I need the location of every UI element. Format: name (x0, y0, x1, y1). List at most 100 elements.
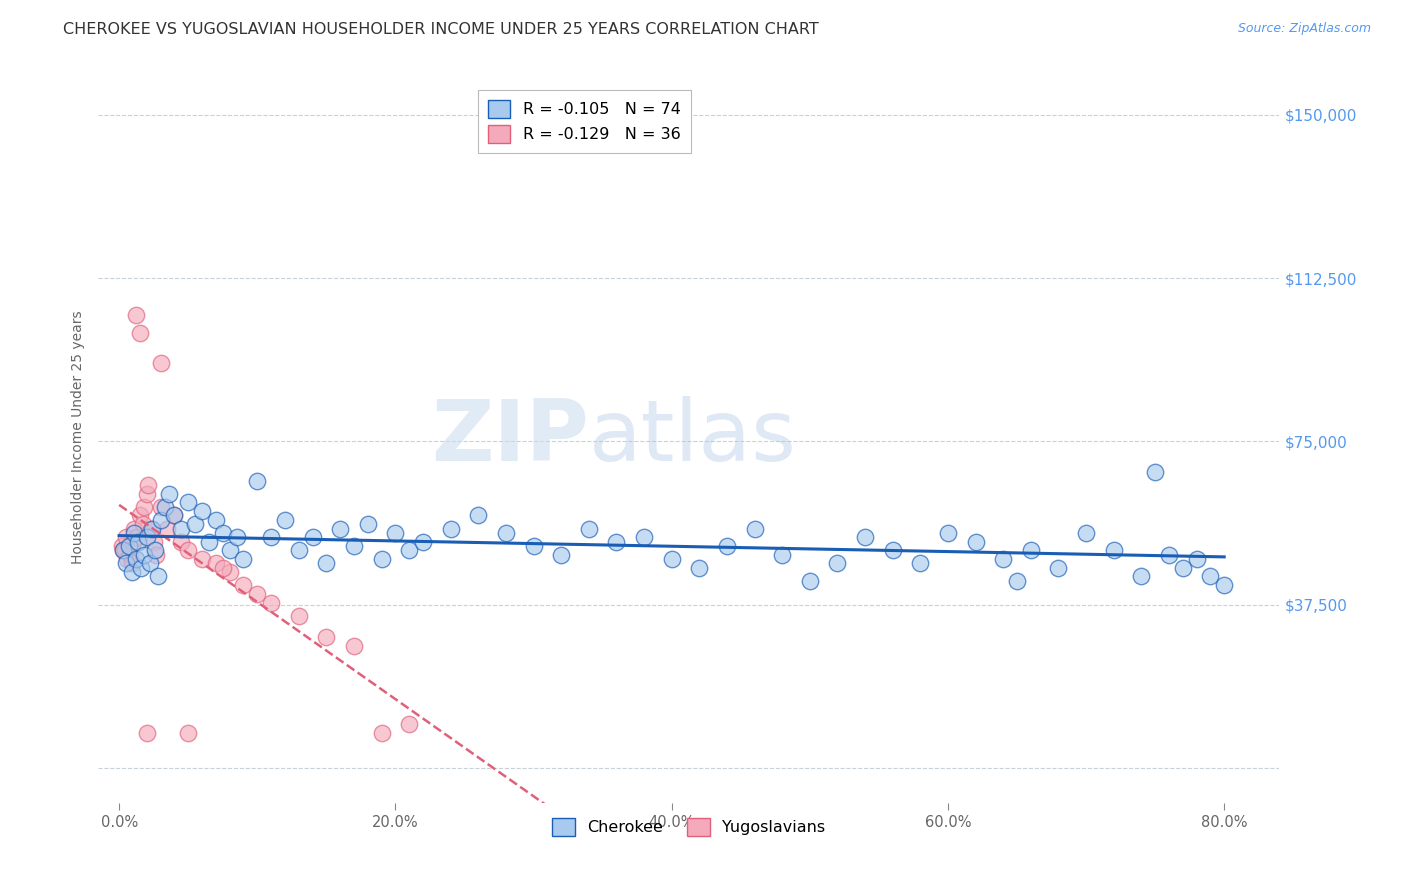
Point (398, 543, 420, 558)
Point (1171, 560, 1194, 574)
Point (131, 517, 153, 532)
Point (146, 569, 169, 583)
Point (177, 543, 200, 558)
Point (118, 539, 141, 553)
Point (142, 534, 165, 549)
Point (910, 557, 932, 571)
Point (1213, 578, 1236, 592)
Y-axis label: Householder Income Under 25 years: Householder Income Under 25 years (72, 310, 86, 564)
Legend: Cherokee, Yugoslavians: Cherokee, Yugoslavians (546, 811, 832, 842)
Point (1185, 552, 1208, 566)
Point (149, 513, 172, 527)
Point (370, 552, 392, 566)
Point (744, 521, 766, 535)
Point (143, 543, 166, 558)
Point (191, 552, 214, 566)
Point (184, 517, 207, 532)
Point (315, 557, 337, 571)
Point (112, 543, 135, 558)
Point (1047, 560, 1070, 574)
Point (121, 565, 143, 579)
Point (211, 525, 233, 540)
Text: ZIP: ZIP (430, 395, 589, 479)
Point (121, 557, 143, 571)
Point (1074, 525, 1097, 540)
Point (260, 595, 283, 609)
Point (770, 548, 793, 562)
Point (1130, 569, 1153, 583)
Point (965, 534, 987, 549)
Point (329, 521, 352, 535)
Point (633, 530, 655, 544)
Point (467, 508, 489, 523)
Point (936, 525, 959, 540)
Point (211, 560, 233, 574)
Point (287, 608, 309, 623)
Point (1019, 543, 1042, 558)
Point (170, 521, 193, 535)
Point (127, 534, 149, 549)
Point (578, 521, 600, 535)
Point (799, 574, 821, 588)
Point (114, 543, 136, 558)
Point (440, 521, 463, 535)
Point (124, 521, 146, 535)
Point (149, 500, 172, 514)
Point (132, 548, 155, 562)
Point (129, 560, 152, 574)
Point (138, 557, 160, 571)
Point (125, 308, 148, 322)
Point (495, 525, 517, 540)
Point (111, 539, 134, 553)
Point (135, 530, 157, 544)
Point (124, 525, 146, 540)
Point (246, 474, 269, 488)
Point (139, 521, 162, 535)
Point (149, 356, 172, 370)
Point (993, 552, 1015, 566)
Point (370, 726, 392, 740)
Point (163, 508, 186, 523)
Point (141, 521, 163, 535)
Point (260, 530, 283, 544)
Point (343, 539, 366, 553)
Point (135, 726, 157, 740)
Point (153, 500, 176, 514)
Point (343, 639, 366, 653)
Point (398, 717, 420, 731)
Point (1005, 574, 1028, 588)
Point (301, 530, 323, 544)
Point (1102, 543, 1125, 558)
Point (357, 517, 380, 532)
Point (128, 326, 150, 340)
Point (218, 565, 240, 579)
Point (716, 539, 738, 553)
Point (384, 525, 406, 540)
Point (145, 548, 167, 562)
Point (232, 578, 254, 592)
Point (412, 534, 434, 549)
Point (128, 508, 150, 523)
Text: Source: ZipAtlas.com: Source: ZipAtlas.com (1237, 22, 1371, 36)
Point (605, 534, 627, 549)
Point (218, 543, 240, 558)
Point (117, 552, 139, 566)
Point (122, 534, 145, 549)
Point (127, 530, 149, 544)
Text: atlas: atlas (589, 395, 797, 479)
Point (205, 513, 228, 527)
Point (1199, 569, 1222, 583)
Point (136, 478, 159, 492)
Point (198, 534, 221, 549)
Point (177, 495, 200, 509)
Point (232, 552, 254, 566)
Point (163, 508, 186, 523)
Point (177, 726, 200, 740)
Point (246, 587, 269, 601)
Point (170, 534, 193, 549)
Point (522, 539, 544, 553)
Point (135, 486, 157, 500)
Point (274, 513, 297, 527)
Point (115, 530, 138, 544)
Point (853, 530, 876, 544)
